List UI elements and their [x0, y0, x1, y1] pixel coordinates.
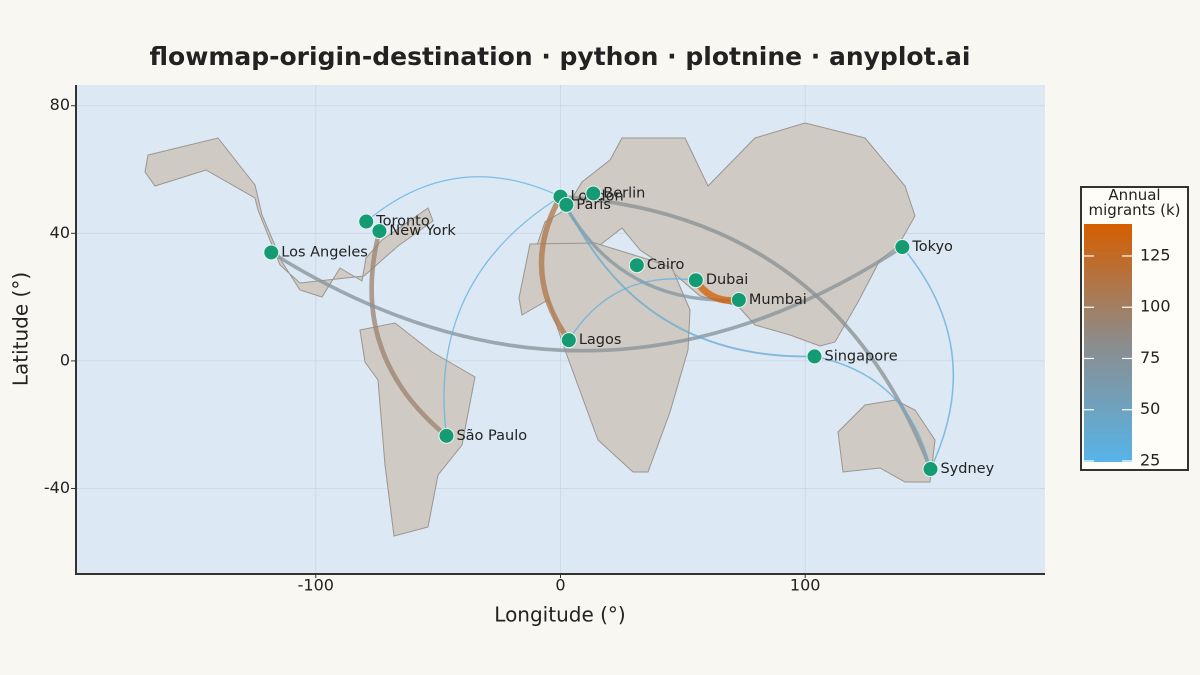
city-point [687, 272, 704, 289]
city-label: Berlin [603, 185, 645, 201]
city-point [371, 223, 388, 240]
city-label: Mumbai [749, 292, 807, 308]
colorbar-tick-label: 75 [1140, 348, 1160, 367]
flow [269, 245, 905, 353]
city-label: Cairo [647, 257, 685, 273]
city-point [894, 239, 911, 256]
flow [558, 194, 933, 471]
city-label: Dubai [706, 272, 748, 288]
city-point [358, 213, 375, 230]
x-tick-label: -100 [298, 576, 334, 595]
africa [518, 242, 691, 473]
colorbar [1084, 224, 1132, 462]
city-label: Paris [576, 197, 611, 213]
x-tick-label: 100 [790, 576, 821, 595]
flow [568, 278, 697, 341]
x-axis-label: Longitude (°) [494, 603, 625, 627]
city-label: Toronto [375, 214, 430, 230]
x-tick-label: 0 [555, 576, 565, 595]
city-label: Sydney [940, 461, 994, 477]
chart-title: flowmap-origin-destination · python · pl… [150, 42, 971, 71]
city-point [585, 185, 602, 202]
flow [813, 355, 932, 470]
city-label: Los Angeles [281, 244, 368, 260]
y-tick-label: 0 [60, 350, 70, 369]
colorbar-tick-label: 125 [1140, 245, 1171, 264]
colorbar-tick-label: 50 [1140, 399, 1160, 418]
city-label: Tokyo [911, 239, 953, 255]
flow [565, 204, 816, 358]
flow [901, 246, 954, 470]
city-point [263, 244, 280, 261]
city-point [560, 332, 577, 349]
city-label: Singapore [824, 348, 897, 364]
city-point [806, 348, 823, 365]
y-tick-label: 40 [50, 223, 70, 242]
y-axis-label: Latitude (°) [9, 272, 33, 386]
city-point [438, 427, 455, 444]
flow [365, 176, 562, 223]
flow [369, 228, 449, 439]
city-point [628, 257, 645, 274]
city-point [558, 196, 575, 213]
colorbar-tick-label: 25 [1140, 450, 1160, 469]
colorbar-title: Annual migrants (k) [1088, 186, 1181, 219]
city-point [922, 461, 939, 478]
city-label: Lagos [579, 332, 622, 348]
y-tick-label: 80 [50, 95, 70, 114]
flow [538, 193, 572, 343]
colorbar-tick-label: 100 [1140, 297, 1171, 316]
y-tick-label: -40 [44, 478, 70, 497]
city-label: New York [389, 223, 456, 239]
north-america [144, 137, 434, 298]
flow [443, 195, 562, 437]
city-point [730, 291, 747, 308]
city-label: São Paulo [456, 428, 527, 444]
south-america [359, 322, 476, 537]
